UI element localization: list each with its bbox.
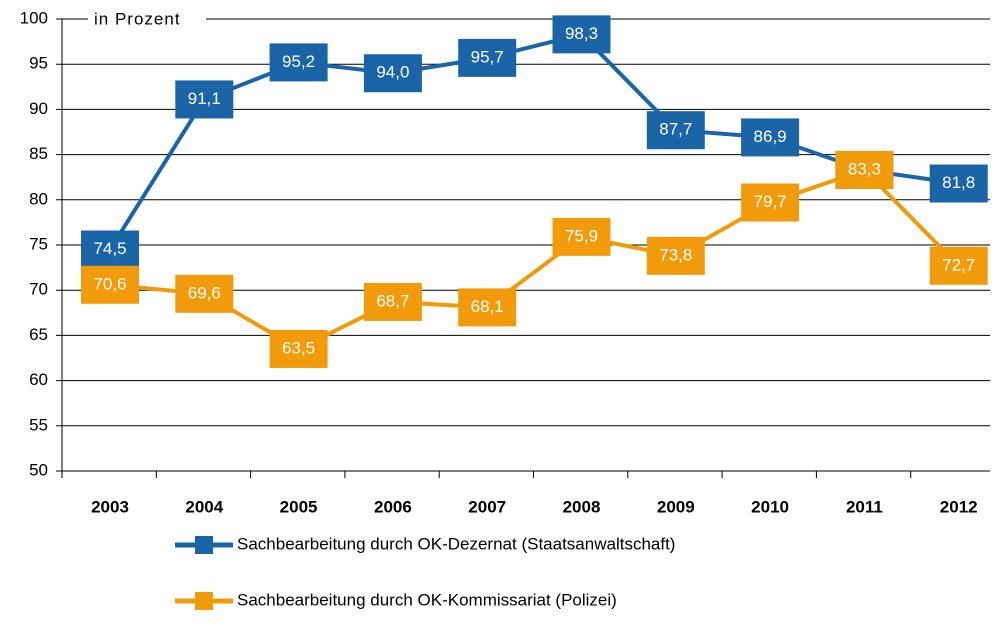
value-label: 86,9 xyxy=(754,127,787,146)
y-tick-label: 50 xyxy=(29,460,48,479)
x-tick-label: 2009 xyxy=(657,497,695,516)
legend-marker xyxy=(195,536,213,554)
y-tick-label: 55 xyxy=(29,415,48,434)
marker xyxy=(646,111,705,150)
marker xyxy=(269,329,328,368)
marker xyxy=(835,150,894,189)
value-label: 95,2 xyxy=(282,52,315,71)
x-tick-label: 2008 xyxy=(563,497,601,516)
x-tick-label: 2004 xyxy=(185,497,223,516)
value-label: 68,1 xyxy=(471,297,504,316)
marker xyxy=(458,288,517,327)
value-label: 63,5 xyxy=(282,338,315,357)
marker xyxy=(363,282,422,321)
value-label: 72,7 xyxy=(942,255,975,274)
y-tick-label: 80 xyxy=(29,189,48,208)
value-label: 98,3 xyxy=(565,24,598,43)
value-label: 73,8 xyxy=(659,245,692,264)
value-label: 69,6 xyxy=(188,283,221,302)
y-tick-label: 95 xyxy=(29,54,48,73)
marker xyxy=(458,38,517,77)
value-label: 91,1 xyxy=(188,89,221,108)
value-label: 94,0 xyxy=(376,63,409,82)
value-label: 79,7 xyxy=(754,192,787,211)
marker xyxy=(929,246,988,285)
marker xyxy=(929,164,988,203)
x-tick-label: 2006 xyxy=(374,497,412,516)
y-tick-label: 65 xyxy=(29,325,48,344)
value-label: 70,6 xyxy=(93,274,126,293)
marker xyxy=(363,54,422,93)
x-tick-label: 2012 xyxy=(940,497,978,516)
x-tick-label: 2007 xyxy=(468,497,506,516)
legend-marker xyxy=(195,592,213,610)
y-tick-label: 90 xyxy=(29,99,48,118)
series-line xyxy=(109,167,961,352)
y-tick-label: 70 xyxy=(29,280,48,299)
marker xyxy=(81,265,139,304)
marker xyxy=(552,15,611,54)
marker xyxy=(269,43,328,82)
value-label: 95,7 xyxy=(471,47,504,66)
marker xyxy=(175,80,234,119)
y-tick-label: 75 xyxy=(29,234,48,253)
value-label: 74,5 xyxy=(93,239,126,258)
marker xyxy=(81,230,139,269)
annotation-bg xyxy=(88,8,206,30)
annotation: in Prozent xyxy=(94,9,181,28)
marker xyxy=(175,274,234,313)
series-line xyxy=(108,32,959,251)
x-tick-label: 2005 xyxy=(280,497,318,516)
x-tick-label: 2003 xyxy=(91,497,129,516)
marker xyxy=(646,236,705,275)
value-label: 68,7 xyxy=(376,291,409,310)
marker xyxy=(741,183,800,222)
legend-label: Sachbearbeitung durch OK-Dezernat (Staat… xyxy=(237,534,675,553)
y-tick-label: 85 xyxy=(29,144,48,163)
value-label: 81,8 xyxy=(942,173,975,192)
value-label: 83,3 xyxy=(848,159,881,178)
marker xyxy=(741,118,800,157)
value-label: 87,7 xyxy=(659,120,692,139)
y-tick-label: 100 xyxy=(20,8,48,27)
legend-label: Sachbearbeitung durch OK-Kommissariat (P… xyxy=(237,590,617,609)
x-tick-label: 2011 xyxy=(846,497,883,516)
marker xyxy=(552,217,611,256)
y-tick-label: 60 xyxy=(29,370,48,389)
x-tick-label: 2010 xyxy=(751,497,789,516)
value-label: 75,9 xyxy=(565,226,598,245)
